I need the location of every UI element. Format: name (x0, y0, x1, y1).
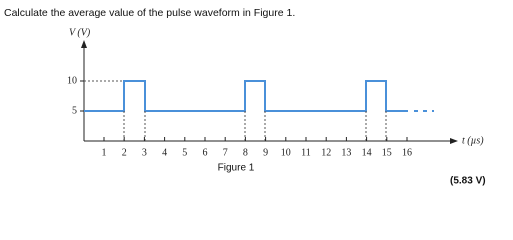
x-tick-label: 12 (321, 147, 331, 158)
x-tick-label: 9 (263, 147, 268, 158)
answer: (5.83 V) (450, 176, 486, 187)
page: Calculate the average value of the pulse… (4, 6, 486, 187)
document: Calculate the average value of the pulse… (4, 7, 486, 187)
x-tick-label: 16 (402, 147, 412, 158)
x-tick-label: 14 (362, 147, 372, 158)
x-tick-label: 13 (341, 147, 351, 158)
x-tick-label: 4 (162, 147, 167, 158)
figure (80, 40, 458, 144)
x-tick-label: 11 (301, 147, 311, 158)
question: Calculate the average value of the pulse… (4, 7, 295, 19)
y-tick-label: 5 (72, 105, 77, 116)
y-label: V (V) (69, 27, 91, 38)
x-tick-label: 5 (182, 147, 187, 158)
x-tick-label: 1 (102, 147, 107, 158)
x-label: t (µs) (462, 135, 484, 146)
x-tick-label: 7 (223, 147, 228, 158)
x-tick-label: 6 (203, 147, 208, 158)
x-tick-label: 2 (122, 147, 127, 158)
y-tick-label: 10 (67, 75, 77, 86)
x-tick-label: 15 (382, 147, 392, 158)
x-tick-label: 3 (142, 147, 147, 158)
x-tick-label: 10 (281, 147, 291, 158)
caption: Figure 1 (218, 163, 255, 174)
x-tick-label: 8 (243, 147, 248, 158)
